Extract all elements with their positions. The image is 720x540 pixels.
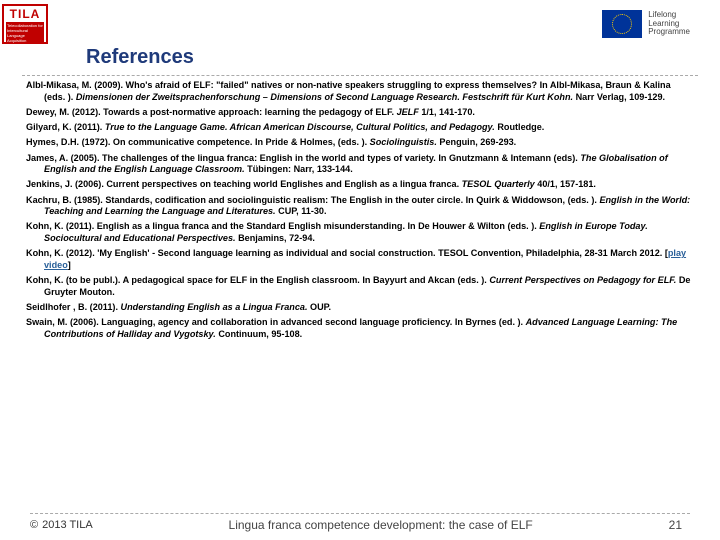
eu-programme-logo: Lifelong Learning Programme	[602, 10, 690, 38]
reference-entry: Kohn, K. (to be publ.). A pedagogical sp…	[26, 275, 694, 298]
header: TILA Telecollaboration for Intercultural…	[0, 0, 720, 44]
references-list: Albl-Mikasa, M. (2009). Who's afraid of …	[0, 76, 720, 346]
page-number: 21	[669, 518, 690, 532]
reference-entry: Kohn, K. (2012). 'My English' - Second l…	[26, 248, 694, 271]
programme-line: Programme	[648, 28, 690, 37]
reference-entry: Gilyard, K. (2011). True to the Language…	[26, 122, 694, 134]
reference-entry: Albl-Mikasa, M. (2009). Who's afraid of …	[26, 80, 694, 103]
footer-title: Lingua franca competence development: th…	[93, 518, 669, 532]
reference-entry: Seidlhofer , B. (2011). Understanding En…	[26, 302, 694, 314]
copyright-text: 2013 TILA	[42, 519, 93, 531]
tila-logo-text: TILA	[4, 6, 46, 21]
page-title: References	[0, 44, 720, 75]
reference-entry: Kohn, K. (2011). English as a lingua fra…	[26, 221, 694, 244]
programme-label: Lifelong Learning Programme	[648, 11, 690, 37]
tila-logo: TILA Telecollaboration for Intercultural…	[2, 4, 48, 44]
footer: © 2013 TILA Lingua franca competence dev…	[0, 513, 720, 532]
reference-entry: James, A. (2005). The challenges of the …	[26, 153, 694, 176]
reference-entry: Dewey, M. (2012). Towards a post-normati…	[26, 107, 694, 119]
copyright-icon: ©	[30, 519, 38, 531]
tila-logo-subtext: Telecollaboration for Intercultural Lang…	[6, 22, 44, 44]
reference-entry: Jenkins, J. (2006). Current perspectives…	[26, 179, 694, 191]
eu-flag-icon	[602, 10, 642, 38]
reference-entry: Kachru, B. (1985). Standards, codificati…	[26, 195, 694, 218]
reference-entry: Hymes, D.H. (1972). On communicative com…	[26, 137, 694, 149]
reference-entry: Swain, M. (2006). Languaging, agency and…	[26, 317, 694, 340]
copyright: © 2013 TILA	[30, 519, 93, 531]
